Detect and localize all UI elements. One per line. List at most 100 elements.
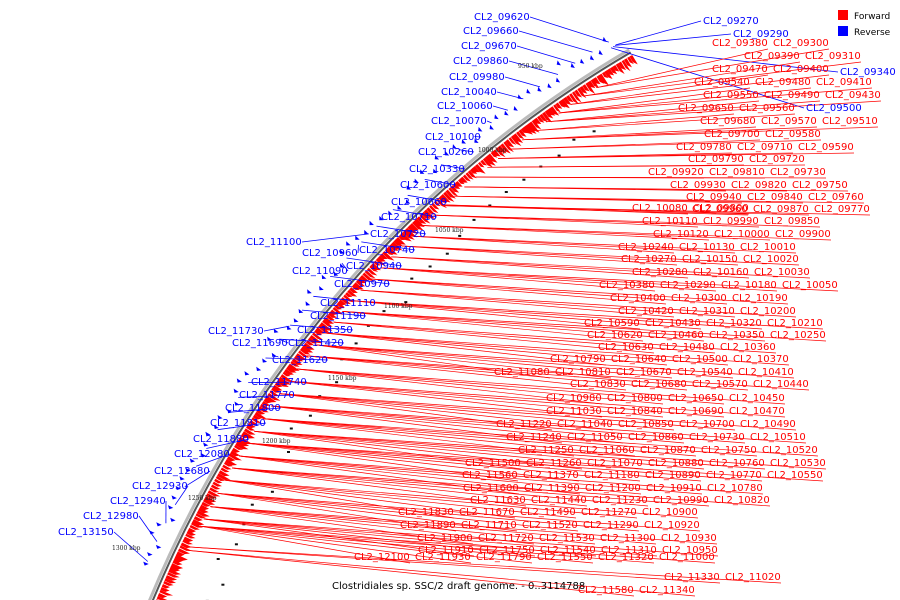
- reverse-gene-label[interactable]: CL2_12930: [132, 481, 188, 492]
- forward-gene-label[interactable]: CL2_09810: [709, 167, 765, 178]
- reverse-gene-label[interactable]: CL2_09270: [703, 16, 759, 27]
- reverse-gene-label[interactable]: CL2_10330: [409, 164, 465, 175]
- forward-gene-label[interactable]: CL2_09480: [755, 77, 811, 88]
- forward-gene-label[interactable]: CL2_09700: [704, 129, 760, 140]
- forward-gene-label[interactable]: CL2_10820: [714, 495, 770, 506]
- forward-gene-label[interactable]: CL2_11260: [526, 458, 582, 469]
- forward-gene-label[interactable]: CL2_10830: [570, 379, 626, 390]
- forward-gene-label[interactable]: CL2_11200: [585, 483, 641, 494]
- reverse-gene-label[interactable]: CL2_10970: [334, 279, 390, 290]
- forward-gene-label[interactable]: CL2_09580: [765, 129, 821, 140]
- forward-gene-label[interactable]: CL2_09990: [703, 216, 759, 227]
- forward-gene-label[interactable]: CL2_11890: [400, 520, 456, 531]
- forward-gene-label[interactable]: CL2_10360: [720, 342, 776, 353]
- reverse-gene-label[interactable]: CL2_11810: [210, 418, 266, 429]
- forward-gene-label[interactable]: CL2_10300: [671, 293, 727, 304]
- forward-gene-label[interactable]: CL2_09510: [822, 116, 878, 127]
- forward-gene-label[interactable]: CL2_10620: [587, 330, 643, 341]
- forward-gene-label[interactable]: CL2_10400: [610, 293, 666, 304]
- reverse-gene-label[interactable]: CL2_09620: [474, 12, 530, 23]
- forward-gene-label[interactable]: CL2_11070: [587, 458, 643, 469]
- forward-gene-label[interactable]: CL2_11790: [476, 552, 532, 563]
- reverse-gene-label[interactable]: CL2_11740: [251, 377, 307, 388]
- forward-gene-label[interactable]: CL2_09870: [753, 204, 809, 215]
- forward-gene-label[interactable]: CL2_10860: [628, 432, 684, 443]
- forward-gene-label[interactable]: CL2_11500: [465, 458, 521, 469]
- forward-gene-label[interactable]: CL2_09770: [814, 204, 870, 215]
- forward-gene-label[interactable]: CL2_09730: [770, 167, 826, 178]
- forward-gene-label[interactable]: CL2_10240: [618, 242, 674, 253]
- forward-gene-label[interactable]: CL2_10460: [648, 330, 704, 341]
- forward-gene-label[interactable]: CL2_09710: [737, 142, 793, 153]
- forward-gene-label[interactable]: CL2_09570: [761, 116, 817, 127]
- forward-gene-label[interactable]: CL2_10480: [659, 342, 715, 353]
- reverse-gene-label[interactable]: CL2_10040: [441, 87, 497, 98]
- forward-gene-label[interactable]: CL2_09380: [712, 38, 768, 49]
- reverse-gene-label[interactable]: CL2_09500: [806, 103, 862, 114]
- forward-gene-label[interactable]: CL2_11720: [478, 533, 534, 544]
- forward-gene-label[interactable]: CL2_10750: [701, 445, 757, 456]
- forward-gene-label[interactable]: CL2_11370: [523, 470, 579, 481]
- forward-gene-label[interactable]: CL2_10370: [733, 354, 789, 365]
- forward-gene-label[interactable]: CL2_10020: [743, 254, 799, 265]
- forward-gene-label[interactable]: CL2_10920: [644, 520, 700, 531]
- reverse-gene-label[interactable]: CL2_09860: [453, 56, 509, 67]
- reverse-gene-label[interactable]: CL2_10600: [400, 180, 456, 191]
- forward-gene-label[interactable]: CL2_09590: [798, 142, 854, 153]
- reverse-gene-label[interactable]: CL2_10100: [425, 132, 481, 143]
- forward-gene-label[interactable]: CL2_10790: [550, 354, 606, 365]
- forward-gene-label[interactable]: CL2_10840: [607, 406, 663, 417]
- forward-gene-label[interactable]: CL2_09820: [731, 180, 787, 191]
- reverse-gene-label[interactable]: CL2_12980: [83, 511, 139, 522]
- forward-gene-label[interactable]: CL2_10540: [677, 367, 733, 378]
- forward-gene-label[interactable]: CL2_11560: [462, 470, 518, 481]
- forward-gene-label[interactable]: CL2_10520: [762, 445, 818, 456]
- forward-gene-label[interactable]: CL2_10980: [546, 393, 602, 404]
- forward-gene-label[interactable]: CL2_10650: [668, 393, 724, 404]
- forward-gene-label[interactable]: CL2_10950: [662, 545, 718, 556]
- forward-gene-label[interactable]: CL2_11520: [522, 520, 578, 531]
- forward-gene-label[interactable]: CL2_11240: [506, 432, 562, 443]
- forward-gene-label[interactable]: CL2_11550: [537, 552, 593, 563]
- forward-gene-label[interactable]: CL2_12100: [354, 552, 410, 563]
- reverse-gene-label[interactable]: CL2_10740: [359, 245, 415, 256]
- forward-gene-label[interactable]: CL2_10640: [611, 354, 667, 365]
- forward-gene-label[interactable]: CL2_11440: [531, 495, 587, 506]
- reverse-gene-label[interactable]: CL2_11690: [232, 338, 288, 349]
- reverse-gene-label[interactable]: CL2_11100: [246, 237, 302, 248]
- forward-gene-label[interactable]: CL2_11000: [659, 552, 715, 563]
- forward-gene-label[interactable]: CL2_10500: [672, 354, 728, 365]
- forward-gene-label[interactable]: CL2_10440: [753, 379, 809, 390]
- forward-gene-label[interactable]: CL2_09560: [739, 103, 795, 114]
- reverse-gene-label[interactable]: CL2_10260: [418, 147, 474, 158]
- forward-gene-label[interactable]: CL2_11040: [557, 419, 613, 430]
- forward-gene-label[interactable]: CL2_09750: [792, 180, 848, 191]
- forward-gene-label[interactable]: CL2_10550: [767, 470, 823, 481]
- forward-gene-label[interactable]: CL2_11580: [578, 585, 634, 596]
- reverse-gene-label[interactable]: CL2_11190: [310, 311, 366, 322]
- forward-gene-label[interactable]: CL2_10210: [767, 318, 823, 329]
- forward-gene-label[interactable]: CL2_11910: [418, 545, 474, 556]
- forward-gene-label[interactable]: CL2_11180: [584, 470, 640, 481]
- reverse-gene-label[interactable]: CL2_09660: [463, 26, 519, 37]
- forward-gene-label[interactable]: CL2_10880: [648, 458, 704, 469]
- forward-gene-label[interactable]: CL2_10030: [754, 267, 810, 278]
- forward-gene-label[interactable]: CL2_10780: [707, 483, 763, 494]
- forward-gene-label[interactable]: CL2_09780: [676, 142, 732, 153]
- forward-gene-label[interactable]: CL2_10350: [709, 330, 765, 341]
- forward-gene-label[interactable]: CL2_10470: [729, 406, 785, 417]
- forward-gene-label[interactable]: CL2_11530: [539, 533, 595, 544]
- reverse-gene-label[interactable]: CL2_11770: [239, 390, 295, 401]
- reverse-gene-label[interactable]: CL2_09980: [449, 72, 505, 83]
- reverse-gene-label[interactable]: CL2_12680: [154, 466, 210, 477]
- forward-gene-label[interactable]: CL2_09390: [744, 51, 800, 62]
- forward-gene-label[interactable]: CL2_09410: [816, 77, 872, 88]
- forward-gene-label[interactable]: CL2_10450: [729, 393, 785, 404]
- forward-gene-label[interactable]: CL2_09840: [747, 192, 803, 203]
- forward-gene-label[interactable]: CL2_10290: [660, 280, 716, 291]
- forward-gene-label[interactable]: CL2_10410: [738, 367, 794, 378]
- reverse-gene-label[interactable]: CL2_11350: [297, 325, 353, 336]
- forward-gene-label[interactable]: CL2_11540: [540, 545, 596, 556]
- forward-gene-label[interactable]: CL2_11300: [600, 533, 656, 544]
- forward-gene-label[interactable]: CL2_11670: [459, 507, 515, 518]
